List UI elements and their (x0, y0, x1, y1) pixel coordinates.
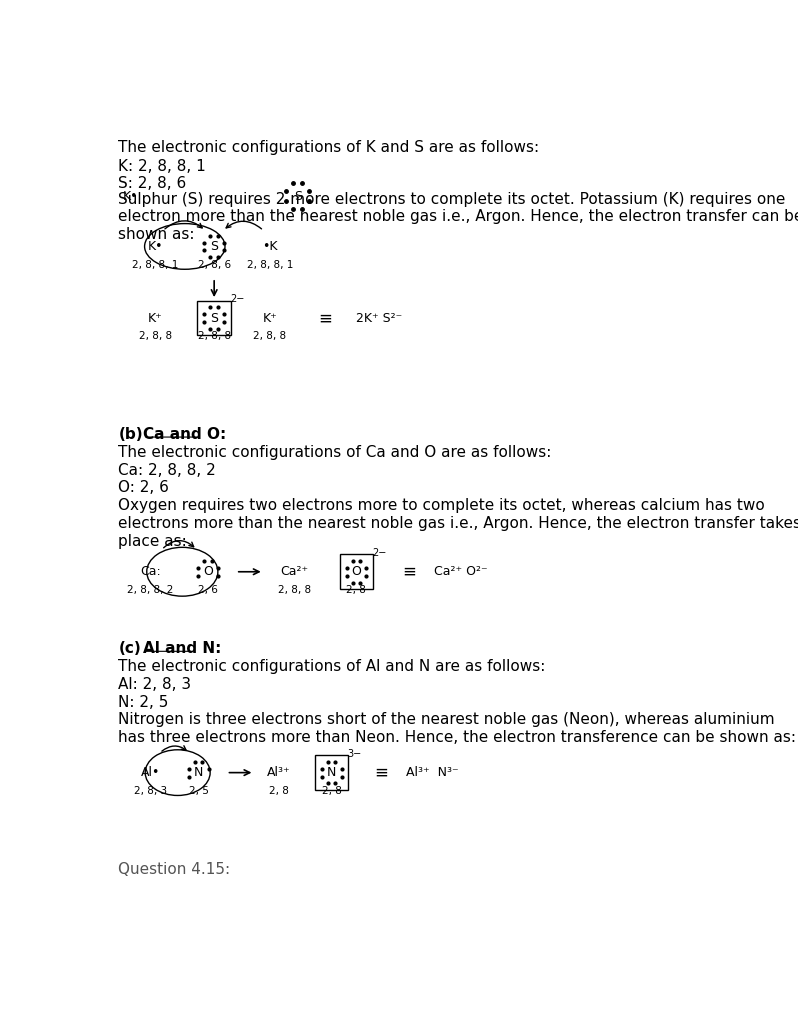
Text: 3−: 3− (348, 749, 362, 759)
Text: N: N (327, 766, 336, 780)
Text: Al³⁺: Al³⁺ (267, 766, 291, 780)
Text: 2, 8, 8: 2, 8, 8 (278, 585, 311, 594)
Text: (c): (c) (118, 641, 141, 656)
Text: K•: K• (123, 189, 138, 203)
Text: N: 2, 5: N: 2, 5 (118, 695, 168, 710)
Text: (b): (b) (118, 427, 143, 442)
Text: Oxygen requires two electrons more to complete its octet, whereas calcium has tw: Oxygen requires two electrons more to co… (118, 498, 765, 513)
Text: O: O (351, 566, 361, 578)
Text: 2, 6: 2, 6 (198, 585, 218, 594)
Text: 2, 8, 8: 2, 8, 8 (253, 331, 286, 342)
Text: has three electrons more than Neon. Hence, the electron transference can be show: has three electrons more than Neon. Henc… (118, 730, 796, 745)
Text: 2, 8, 8: 2, 8, 8 (139, 331, 172, 342)
Text: 2, 8, 8, 2: 2, 8, 8, 2 (127, 585, 174, 594)
Text: Al³⁺  N³⁻: Al³⁺ N³⁻ (406, 766, 459, 780)
Text: 2, 8, 8: 2, 8, 8 (198, 331, 231, 342)
Text: electron more than the nearest noble gas i.e., Argon. Hence, the electron transf: electron more than the nearest noble gas… (118, 210, 798, 224)
Text: Nitrogen is three electrons short of the nearest noble gas (Neon), whereas alumi: Nitrogen is three electrons short of the… (118, 712, 775, 727)
Text: Al: 2, 8, 3: Al: 2, 8, 3 (118, 677, 192, 693)
Text: The electronic configurations of Al and N are as follows:: The electronic configurations of Al and … (118, 659, 546, 674)
Text: Sulphur (S) requires 2 more electrons to complete its octet. Potassium (K) requi: Sulphur (S) requires 2 more electrons to… (118, 192, 786, 207)
FancyArrowPatch shape (162, 746, 186, 751)
Text: K: 2, 8, 8, 1: K: 2, 8, 8, 1 (118, 159, 206, 174)
Text: Al•: Al• (140, 766, 160, 780)
FancyArrowPatch shape (164, 540, 194, 547)
Text: 2, 8, 8, 1: 2, 8, 8, 1 (132, 260, 179, 269)
Text: 2, 8: 2, 8 (346, 585, 366, 594)
Text: 2, 8, 8, 1: 2, 8, 8, 1 (247, 260, 293, 269)
Text: 2, 8: 2, 8 (322, 786, 342, 796)
Text: Ca²⁺: Ca²⁺ (281, 566, 309, 578)
Text: 2−: 2− (373, 548, 387, 558)
FancyArrowPatch shape (165, 221, 202, 229)
Text: O: 2, 6: O: 2, 6 (118, 481, 169, 495)
Text: 2, 8: 2, 8 (269, 786, 289, 796)
Text: K⁺: K⁺ (148, 312, 163, 324)
Text: Ca: 2, 8, 8, 2: Ca: 2, 8, 8, 2 (118, 463, 216, 478)
Text: Ca²⁺ O²⁻: Ca²⁺ O²⁻ (434, 566, 488, 578)
Text: •K: •K (262, 240, 278, 253)
Text: Ca:: Ca: (140, 566, 161, 578)
Text: 2, 8, 3: 2, 8, 3 (134, 786, 167, 796)
Text: K•: K• (148, 240, 163, 253)
Text: N: N (194, 766, 203, 780)
Text: S: S (210, 312, 218, 324)
Text: 2, 8, 6: 2, 8, 6 (198, 260, 231, 269)
Text: S: S (294, 189, 302, 203)
Text: electrons more than the nearest noble gas i.e., Argon. Hence, the electron trans: electrons more than the nearest noble ga… (118, 516, 798, 531)
Text: 2K⁺ S²⁻: 2K⁺ S²⁻ (357, 312, 403, 324)
Text: The electronic configurations of Ca and O are as follows:: The electronic configurations of Ca and … (118, 445, 551, 460)
Text: O: O (203, 566, 213, 578)
Text: S: S (210, 240, 218, 253)
Text: ≡: ≡ (374, 763, 388, 782)
Text: The electronic configurations of K and S are as follows:: The electronic configurations of K and S… (118, 140, 539, 155)
Text: shown as:: shown as: (118, 227, 195, 241)
FancyArrowPatch shape (226, 221, 262, 229)
Text: K⁺: K⁺ (263, 312, 277, 324)
Text: 2, 5: 2, 5 (189, 786, 208, 796)
Text: ≡: ≡ (402, 563, 416, 581)
Text: Ca and O:: Ca and O: (143, 427, 227, 442)
Text: S: 2, 8, 6: S: 2, 8, 6 (118, 176, 187, 191)
Text: Al and N:: Al and N: (143, 641, 221, 656)
Text: ≡: ≡ (318, 309, 333, 327)
Text: 2−: 2− (231, 295, 245, 304)
Text: place as:: place as: (118, 534, 187, 549)
Text: Question 4.15:: Question 4.15: (118, 861, 231, 877)
